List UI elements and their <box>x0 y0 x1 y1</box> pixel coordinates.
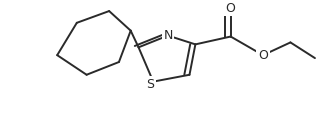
Text: O: O <box>226 2 236 15</box>
Text: N: N <box>163 29 173 42</box>
Text: S: S <box>146 78 154 91</box>
Text: O: O <box>258 49 268 62</box>
